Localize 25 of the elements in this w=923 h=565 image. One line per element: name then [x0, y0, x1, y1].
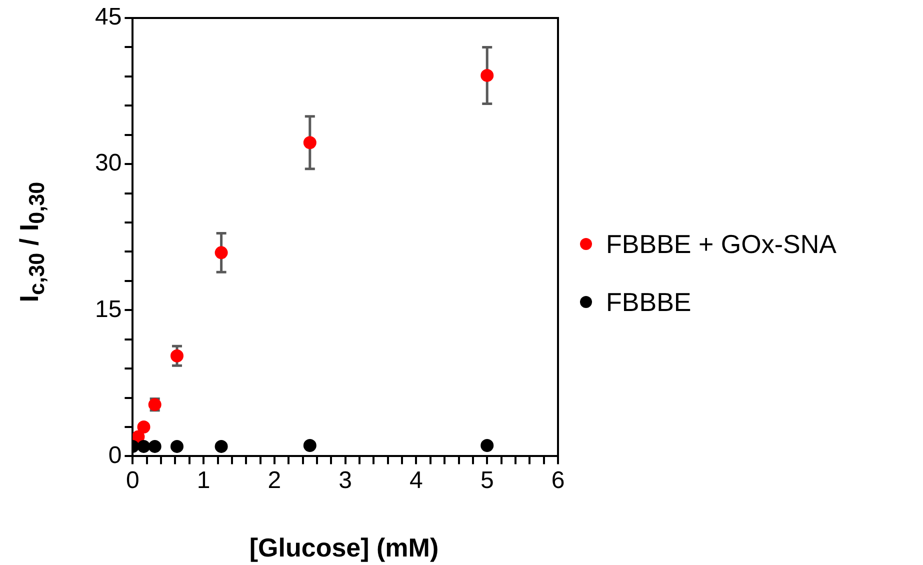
point [137, 440, 150, 453]
legend-label: FBBBE + GOx-SNA [606, 228, 836, 260]
point [214, 246, 228, 260]
x-axis-title: [Glucose] (mM) [249, 532, 439, 564]
legend-label: FBBBE [606, 286, 692, 318]
point [303, 136, 316, 150]
y-tick-label: 30 [94, 150, 122, 177]
y-tick-label: 45 [94, 4, 122, 31]
point [170, 440, 184, 453]
point [214, 440, 228, 453]
point [170, 349, 184, 362]
x-tick-label: 6 [551, 467, 565, 494]
y-tick-label: 15 [94, 296, 122, 323]
x-tick-label: 0 [126, 467, 140, 494]
point [303, 438, 316, 452]
x-tick-label: 4 [410, 467, 423, 494]
x-tick-label: 3 [338, 467, 352, 494]
x-tick-label: 5 [480, 467, 494, 494]
x-tick-label: 2 [268, 467, 282, 494]
y-tick-label: 0 [108, 442, 122, 469]
x-tick-label: 1 [196, 467, 210, 494]
point [480, 438, 494, 452]
point [148, 440, 162, 453]
point [137, 420, 150, 434]
point [480, 68, 494, 82]
